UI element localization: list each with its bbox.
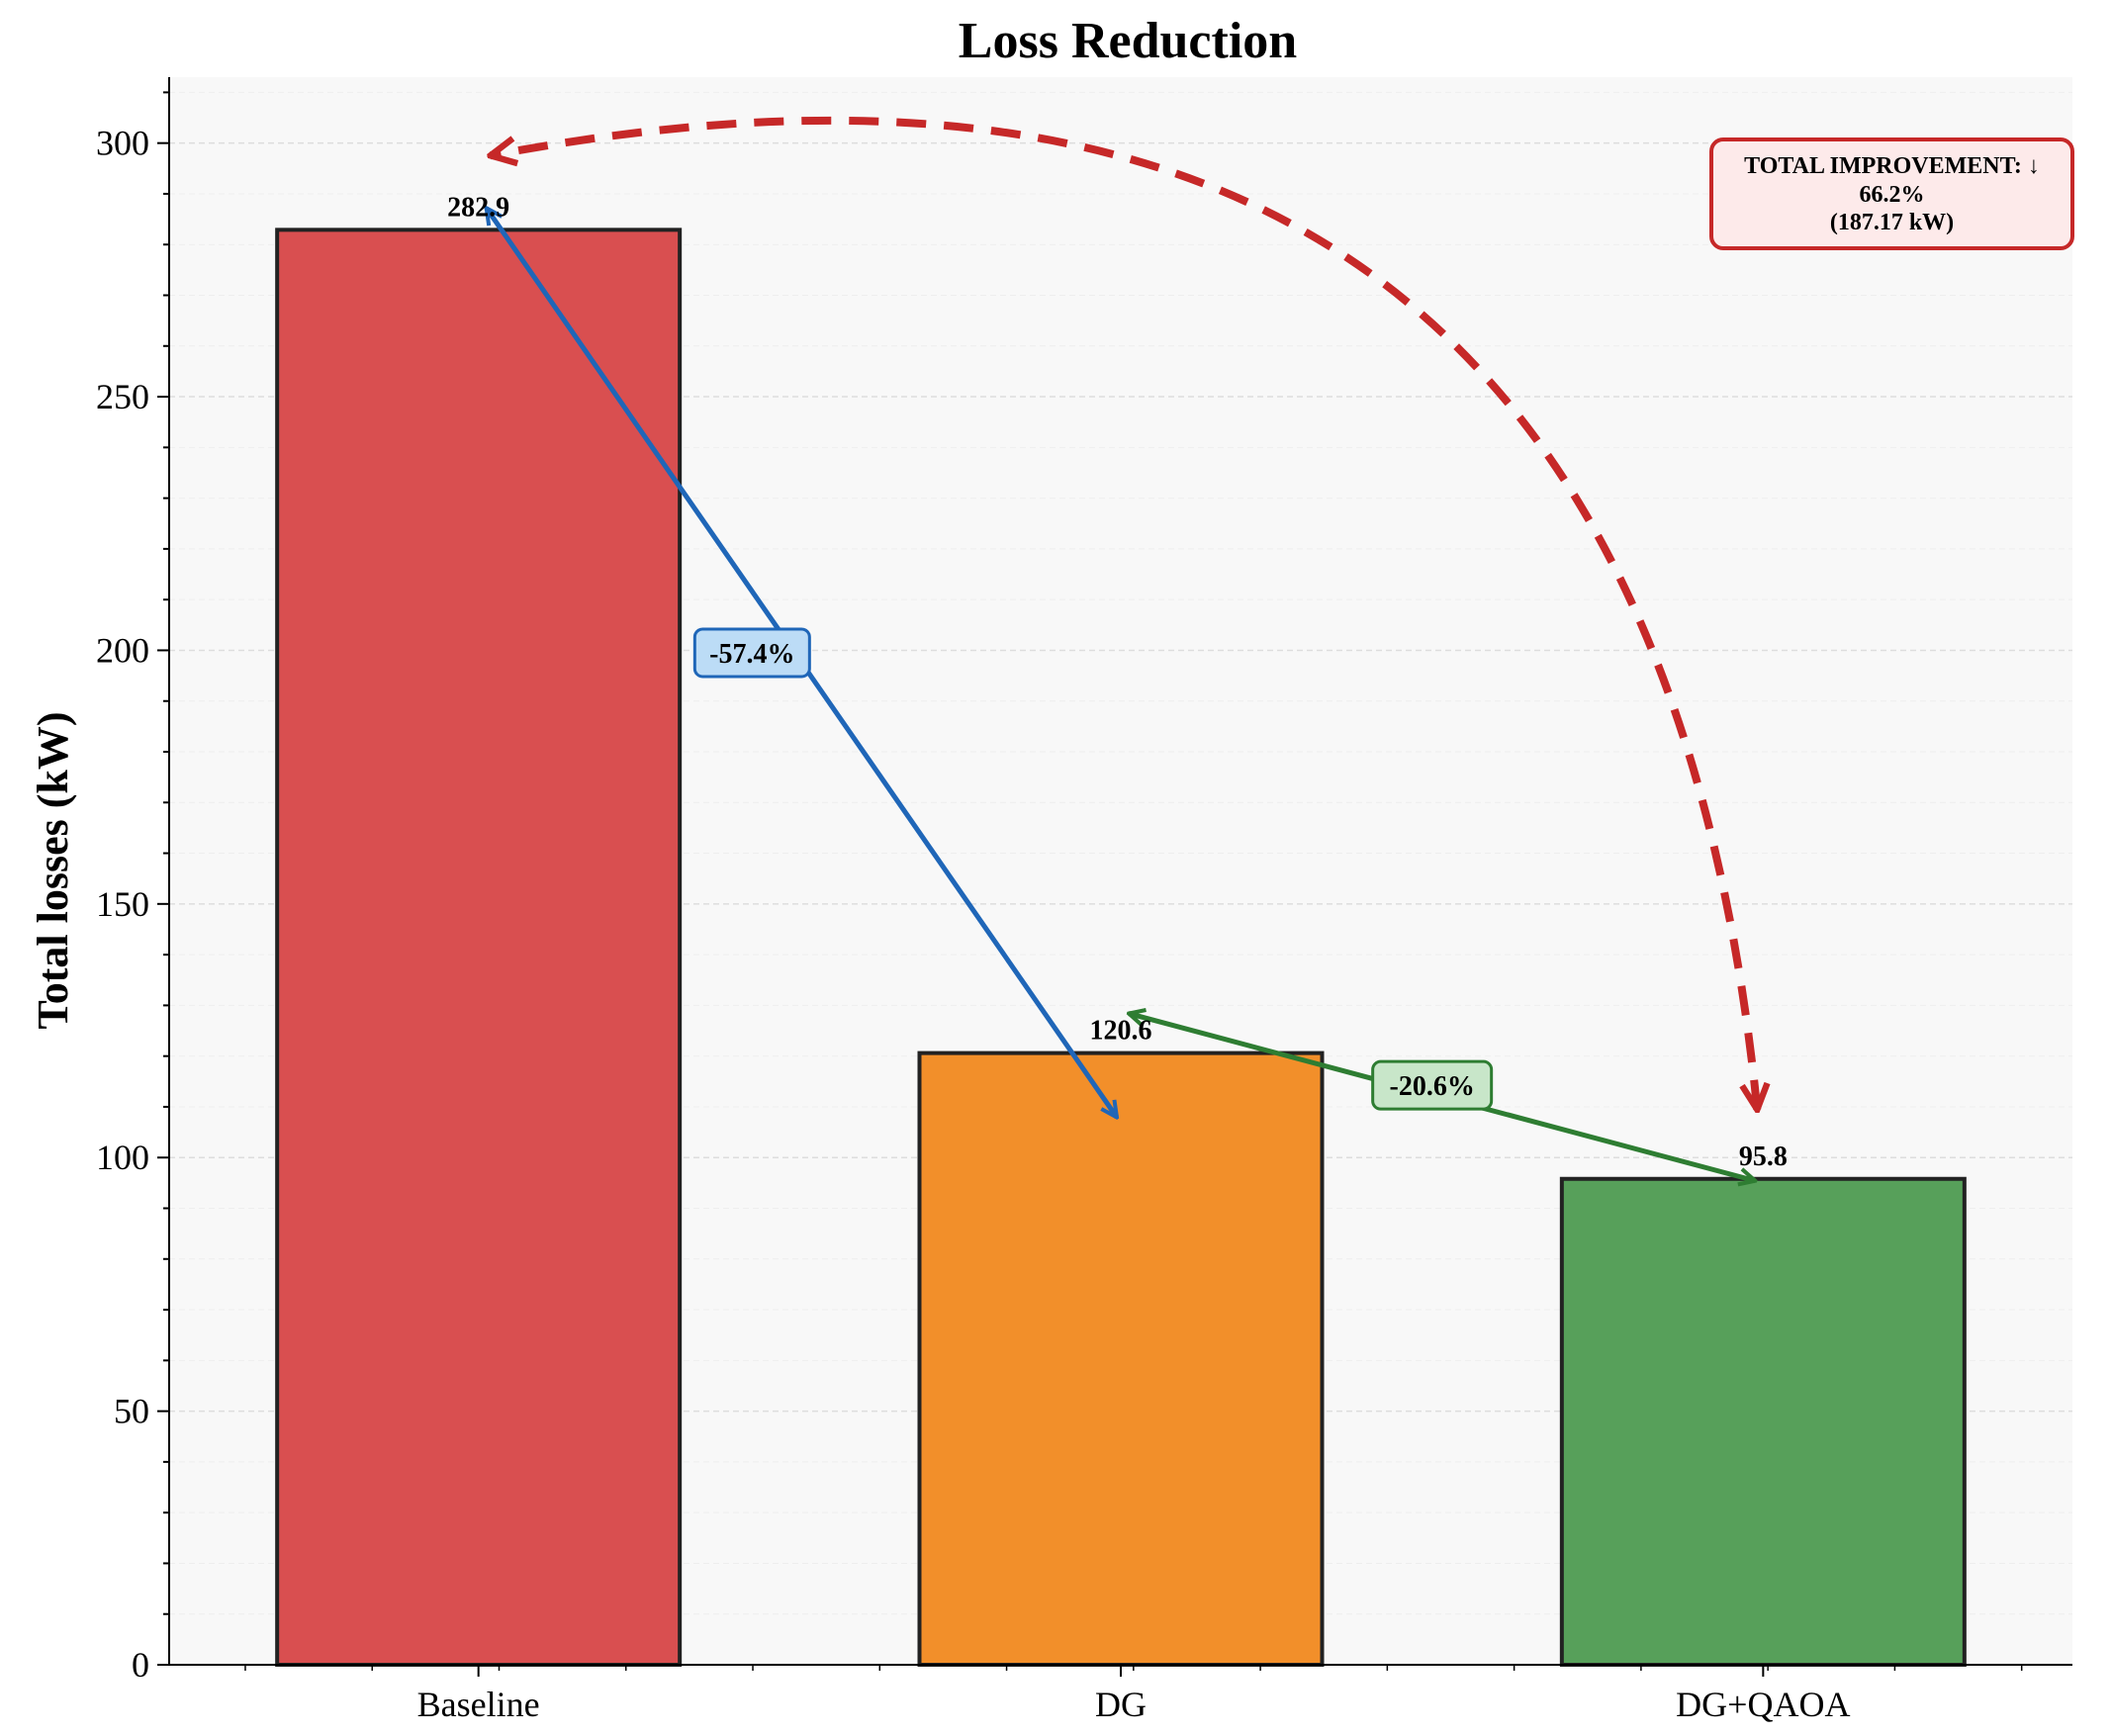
badge-baseline-to-dg-label: -57.4% — [709, 639, 794, 670]
bar-value-label: 282.9 — [447, 192, 509, 223]
y-axis-title: Total losses (kW) — [29, 711, 77, 1029]
total-improvement-kw: (187.17 kW) — [1830, 210, 1954, 235]
badge-dg-to-qaoa-label: -20.6% — [1390, 1071, 1475, 1102]
labels: 282.9 Baseline 120.6 DG 95.8 DG+QAOA 0 50 100 150… — [96, 124, 1850, 1724]
axes — [157, 77, 2072, 1677]
y-tick-label: 100 — [96, 1138, 149, 1177]
annotations: -57.4% -20.6% TOTAL IMPROVEMENT: ↓ 66.2%(18… — [487, 116, 2074, 1181]
y-tick-label: 150 — [96, 884, 149, 924]
total-improvement-percent: 66.2% — [1860, 182, 1925, 208]
x-tick-label: Baseline — [417, 1685, 540, 1724]
x-tick-label: DG+QAOA — [1676, 1685, 1850, 1724]
bar-value-label: 120.6 — [1090, 1016, 1152, 1047]
chart-title: Loss Reduction — [959, 13, 1297, 69]
total-improvement-box — [1709, 137, 2074, 250]
total-improvement-title: TOTAL IMPROVEMENT: ↓ — [1744, 153, 2040, 179]
y-tick-label: 250 — [96, 377, 149, 416]
y-tick-label: 0 — [132, 1645, 149, 1685]
bar-baseline — [275, 228, 683, 1667]
x-tick-label: DG — [1095, 1685, 1147, 1724]
y-tick-label: 300 — [96, 124, 149, 163]
y-tick-label: 50 — [114, 1392, 149, 1431]
bar-dg — [917, 1051, 1325, 1668]
bar-value-label: 95.8 — [1739, 1142, 1788, 1172]
bar-dg-qaoa — [1559, 1176, 1967, 1667]
y-tick-label: 200 — [96, 630, 149, 670]
arrow-total-improvement — [491, 116, 1758, 1110]
